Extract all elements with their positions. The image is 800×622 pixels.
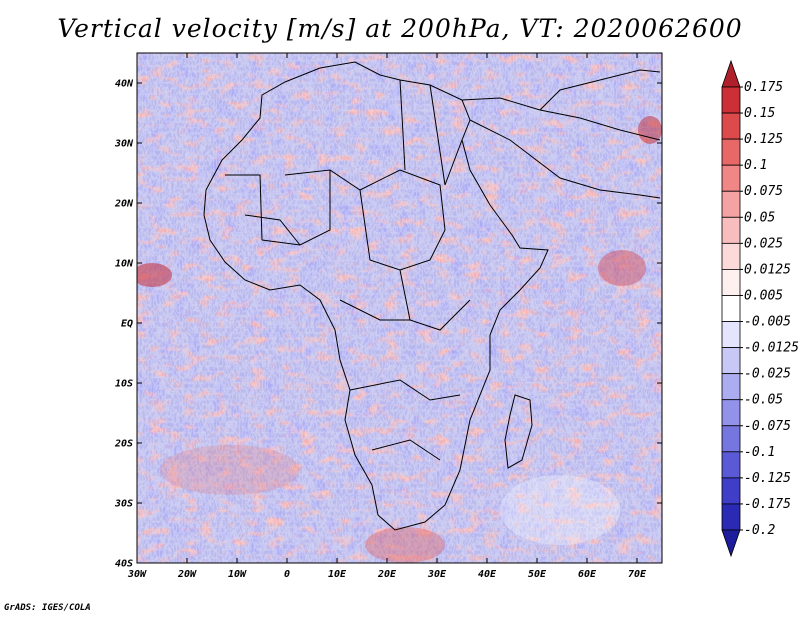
colorbar-segment [721,503,741,531]
lon-tick-label: 30W [127,569,147,580]
lat-tick-label: 20N [114,199,134,210]
colorbar-segment [721,451,741,479]
colorbar [721,59,743,558]
colorbar-label: -0.025 [744,367,791,382]
colorbar-label: 0.005 [744,288,783,303]
lon-tick-label: 60E [578,569,597,580]
colorbar-label: 0.175 [744,80,783,95]
colorbar-label: 0.0125 [744,262,791,277]
colorbar-segment [721,190,741,218]
colorbar-segment [721,164,741,192]
lon-tick-label: 50E [528,569,547,580]
lon-tick-label: 30E [427,569,447,580]
colorbar-label: -0.2 [744,523,775,538]
latitude-labels: 40N 30N 20N 10N EQ 10S 20S 30S 40S [114,79,134,570]
coastlines [203,61,661,531]
map-title: Vertical velocity [m/s] at 200hPa, VT: 2… [57,14,743,43]
lat-tick-label: EQ [121,319,133,330]
colorbar-segment [721,216,741,244]
velocity-field [137,53,662,563]
lat-tick-label: 10N [115,259,134,270]
longitude-labels: 30W 20W 10W 0 10E 20E 30E 40E 50E 60E 70E [127,569,647,580]
colorbar-label: 0.1 [744,158,767,173]
colorbar-segment [721,86,741,114]
lon-tick-label: 0 [284,569,290,580]
colorbar-label: -0.175 [744,497,791,512]
colorbar-labels: 0.175 0.15 0.125 0.1 0.075 0.05 0.025 0.0125 0.0… [744,80,799,538]
lon-tick-label: 10W [228,569,247,580]
lon-tick-label: 40E [478,569,497,580]
colorbar-label: -0.125 [744,471,791,486]
colorbar-segment [721,321,741,348]
colorbar-segment [721,347,741,375]
lat-tick-label: 40N [115,79,134,90]
colorbar-segment [721,295,741,322]
colorbar-segment [721,373,741,401]
colorbar-top-triangle [721,59,741,88]
colorbar-label: 0.025 [744,236,783,251]
lat-tick-label: 30S [114,499,133,510]
colorbar-label: 0.05 [744,210,775,225]
colorbar-segment [721,112,741,140]
lat-tick-label: 30N [114,139,134,150]
lat-tick-label: 10S [115,379,133,390]
colorbar-label: 0.15 [744,106,775,121]
grads-credit: GrADS: IGES/COLA [4,603,91,613]
colorbar-label: 0.075 [744,184,783,199]
colorbar-bottom-triangle [721,529,741,558]
colorbar-label: -0.1 [744,445,775,460]
lon-tick-label: 20W [177,569,197,580]
lon-tick-label: 20E [377,569,397,580]
colorbar-segment [721,242,741,270]
colorbar-label: -0.0125 [744,341,799,356]
colorbar-label: -0.005 [744,315,791,330]
lon-tick-label: 70E [628,569,647,580]
colorbar-label: -0.075 [744,419,791,434]
colorbar-segment [721,477,741,505]
axis-ticks [136,53,662,564]
colorbar-segment [721,138,741,166]
plot-frame [136,52,663,564]
colorbar-segment [721,269,741,296]
colorbar-label: -0.05 [744,393,783,408]
lon-tick-label: 10E [328,569,347,580]
colorbar-segment [721,399,741,427]
lat-tick-label: 40S [115,559,133,570]
colorbar-segment [721,425,741,453]
lat-tick-label: 20S [114,439,133,450]
colorbar-label: 0.125 [744,132,783,147]
